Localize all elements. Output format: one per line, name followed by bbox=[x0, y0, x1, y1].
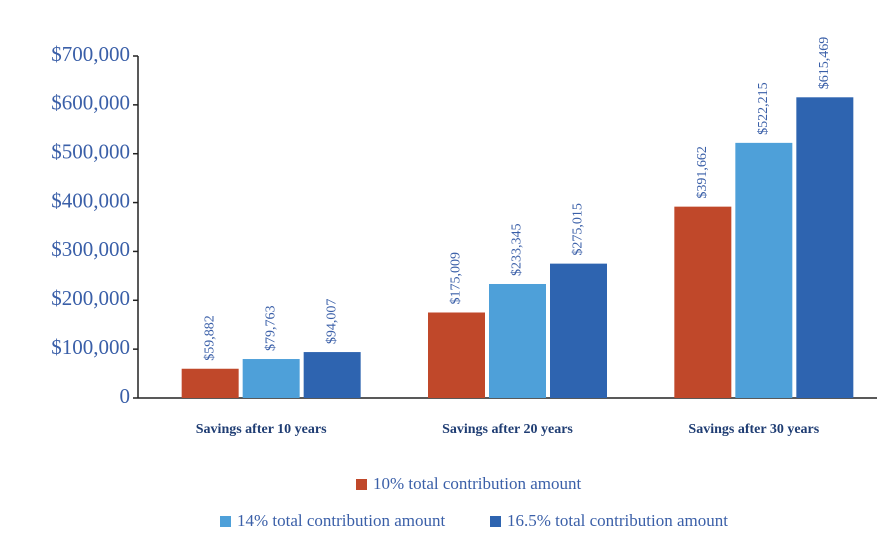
legend-label: 14% total contribution amount bbox=[237, 511, 445, 530]
legend-swatch bbox=[356, 479, 367, 490]
legend-label: 16.5% total contribution amount bbox=[507, 511, 728, 530]
value-label: $615,469 bbox=[817, 37, 832, 90]
bar bbox=[181, 368, 239, 398]
bar bbox=[674, 206, 732, 398]
value-label: $59,882 bbox=[202, 315, 217, 361]
y-tick-label: 0 bbox=[120, 384, 131, 408]
x-tick-label: Savings after 30 years bbox=[688, 422, 819, 437]
legend-swatch bbox=[490, 516, 501, 527]
x-tick-label: Savings after 20 years bbox=[442, 422, 573, 437]
y-tick-label: $600,000 bbox=[51, 91, 130, 115]
y-tick-label: $100,000 bbox=[51, 335, 130, 359]
bar bbox=[550, 263, 607, 398]
bar bbox=[796, 97, 854, 398]
y-tick-label: $200,000 bbox=[51, 286, 130, 310]
bar bbox=[303, 352, 361, 398]
y-tick-label: $400,000 bbox=[51, 188, 130, 212]
legend-swatch bbox=[220, 516, 231, 527]
legend-label: 10% total contribution amount bbox=[373, 474, 581, 493]
bar bbox=[735, 142, 793, 398]
bar bbox=[242, 359, 300, 398]
value-label: $522,215 bbox=[756, 82, 771, 135]
value-label: $79,763 bbox=[263, 306, 278, 352]
y-tick-label: $500,000 bbox=[51, 140, 130, 164]
value-label: $94,007 bbox=[324, 299, 339, 345]
value-label: $175,009 bbox=[449, 252, 464, 305]
value-label: $233,345 bbox=[510, 223, 525, 276]
value-label: $275,015 bbox=[571, 203, 586, 256]
value-label: $391,662 bbox=[695, 146, 710, 199]
y-tick-label: $700,000 bbox=[51, 42, 130, 66]
bar bbox=[489, 283, 546, 398]
bar bbox=[428, 312, 485, 398]
x-tick-label: Savings after 10 years bbox=[196, 422, 327, 437]
y-tick-label: $300,000 bbox=[51, 237, 130, 261]
